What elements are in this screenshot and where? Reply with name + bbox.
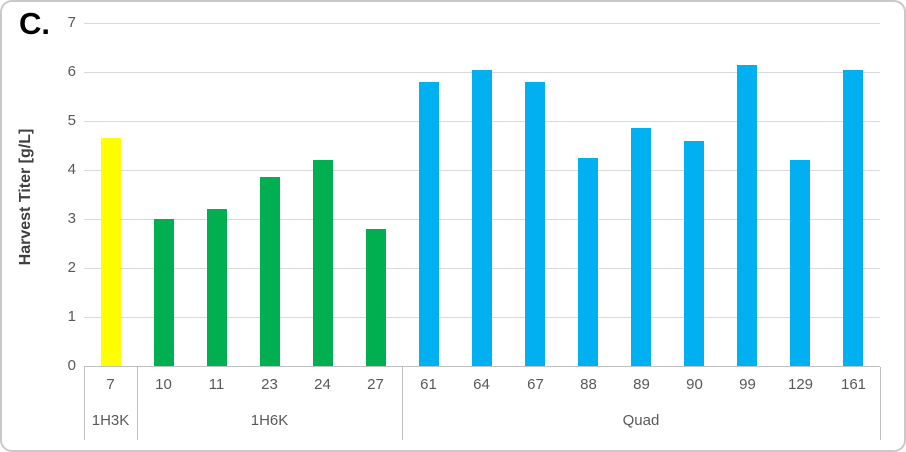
bar — [684, 141, 704, 366]
y-tick-label: 0 — [67, 357, 76, 374]
group-label: Quad — [622, 412, 660, 429]
bar — [313, 160, 333, 366]
y-tick-label: 5 — [67, 112, 76, 129]
bar — [207, 209, 227, 366]
category-label: 161 — [840, 376, 867, 393]
category-label: 67 — [527, 376, 544, 393]
y-tick-label: 7 — [67, 14, 76, 31]
gridline — [84, 366, 880, 367]
category-label: 88 — [580, 376, 597, 393]
y-tick-label: 3 — [67, 210, 76, 227]
category-label: 64 — [473, 376, 490, 393]
category-label: 23 — [261, 376, 278, 393]
group-separator — [402, 367, 403, 440]
category-label: 24 — [314, 376, 331, 393]
panel-label: C. — [19, 6, 50, 41]
bar — [154, 219, 174, 366]
category-label: 61 — [420, 376, 437, 393]
bar — [101, 138, 121, 366]
bar — [578, 158, 598, 366]
group-separator — [880, 367, 881, 440]
group-separator — [84, 367, 85, 440]
category-label: 129 — [787, 376, 814, 393]
category-label: 7 — [106, 376, 115, 393]
group-label: 1H6K — [250, 412, 289, 429]
category-label: 27 — [367, 376, 384, 393]
category-label: 89 — [633, 376, 650, 393]
y-tick-label: 6 — [67, 63, 76, 80]
group-separator — [137, 367, 138, 440]
y-tick-label: 2 — [67, 259, 76, 276]
category-label: 90 — [686, 376, 703, 393]
group-label: 1H3K — [91, 412, 130, 429]
bar — [843, 70, 863, 366]
gridline — [84, 23, 880, 24]
bar — [737, 65, 757, 366]
y-tick-label: 1 — [67, 308, 76, 325]
bar — [525, 82, 545, 366]
category-label: 11 — [208, 376, 225, 393]
bar — [631, 128, 651, 366]
y-tick-label: 4 — [67, 161, 76, 178]
bar — [790, 160, 810, 366]
bar — [419, 82, 439, 366]
bar — [260, 177, 280, 366]
category-label: 99 — [739, 376, 756, 393]
category-label: 10 — [155, 376, 172, 393]
bar — [366, 229, 386, 366]
bar — [472, 70, 492, 366]
